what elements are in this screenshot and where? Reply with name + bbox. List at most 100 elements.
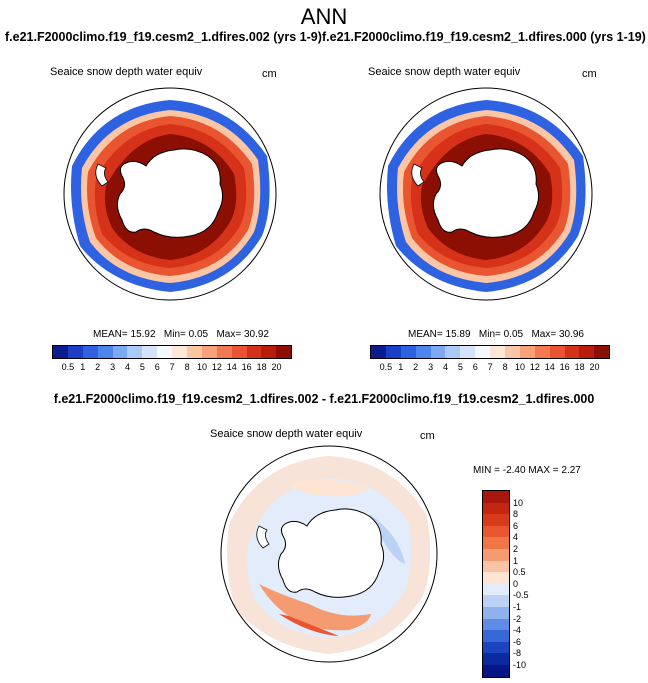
antarctica-landmass [432, 148, 540, 238]
diff-colorbar-tick-label: -8 [513, 648, 522, 659]
panel-2-field-label: Seaice snow depth water equiv [368, 66, 521, 78]
panel-2-colorbar [370, 345, 611, 359]
panel-2-colorbar-swatch [415, 346, 431, 358]
panel-1-mean: 15.92 [130, 329, 156, 340]
panel-2-colorbar-tick-label: 5 [457, 362, 463, 372]
panel-2-colorbar-swatch [430, 346, 446, 358]
diff-colorbar-tick-label: -0.5 [513, 590, 529, 601]
panel-2-colorbar-labels: 0.5 1 2 3 4 5 6 7 8 10 12 14 16 18 20 [370, 362, 610, 374]
diff-colorbar-swatch [483, 641, 509, 654]
diff-colorbar-swatch [483, 630, 509, 642]
panel-2-colorbar-tick-label: 4 [442, 362, 449, 372]
diff-colorbar-tick-label: -1 [513, 602, 522, 612]
diff-colorbar-tick-label: -2 [513, 613, 522, 624]
panel-1-colorbar-swatch [82, 346, 98, 358]
panel-2-polar-map [379, 87, 593, 301]
diff-colorbar-tick-label: -10 [513, 660, 527, 670]
panel-1-colorbar-tick-label: 20 [271, 362, 282, 372]
diff-max: 2.27 [561, 465, 581, 476]
panel-2-colorbar-swatch [371, 346, 386, 358]
panel-1-colorbar-tick-label: 1 [80, 362, 86, 372]
diff-colorbar-swatch [483, 583, 509, 596]
panel-2-colorbar-tick-label: 0.5 [379, 362, 393, 372]
panel-1-colorbar-swatch [112, 346, 128, 358]
panel-1-colorbar-tick-label: 3 [110, 362, 116, 372]
diff-colorbar-swatch [483, 572, 509, 584]
panel-2-max: 30.96 [558, 329, 584, 340]
panel-1-max: 30.92 [243, 329, 269, 340]
diff-colorbar-swatch [483, 664, 509, 677]
panel-2-colorbar-tick-label: 18 [574, 362, 585, 372]
panel-1-colorbar-swatch [157, 346, 173, 358]
diff-colorbar-swatch [483, 618, 509, 631]
panel-1-colorbar-tick-label: 16 [241, 362, 252, 372]
diff-colorbar-swatch [483, 653, 509, 665]
panel-1-colorbar-tick-label: 14 [226, 362, 237, 372]
panel-2-colorbar-swatch [490, 346, 506, 358]
page-title: ANN [300, 4, 348, 29]
panel-1-colorbar-swatch [187, 346, 202, 358]
panel-2-colorbar-swatch [505, 346, 520, 358]
diff-colorbar [482, 490, 510, 678]
panel-2-colorbar-tick-label: 12 [529, 362, 540, 372]
diff-colorbar-tick-label: -4 [513, 625, 522, 636]
panel-1-colorbar-swatch [216, 346, 232, 358]
panel-2-colorbar-swatch [549, 346, 565, 358]
panel-2-colorbar-swatch [564, 346, 580, 358]
panel-2-colorbar-swatch [400, 346, 416, 358]
panel-1-colorbar-tick-label: 6 [154, 362, 160, 372]
panel-2-stats: MEAN= 15.89 Min= 0.05 Max= 30.96 [408, 329, 584, 340]
panel-2-colorbar-swatch [475, 346, 491, 358]
panel-1-stats: MEAN= 15.92 Min= 0.05 Max= 30.92 [93, 329, 269, 340]
panel-1-colorbar-swatch [231, 346, 247, 358]
panel-1-colorbar-tick-label: 0.5 [61, 362, 75, 372]
panel-2-colorbar-tick-label: 14 [544, 362, 555, 372]
diff-colorbar-tick-label: 8 [513, 509, 519, 520]
panel-1-colorbar-tick-label: 4 [124, 362, 131, 372]
diff-colorbar-labels: 10 8 6 4 2 1 0.5 0 -0.5 -1 -2 -4 -6 -8 -10 [513, 490, 553, 678]
diff-polar-map [220, 445, 438, 663]
panel-1-colorbar-tick-label: 5 [139, 362, 145, 372]
panel-1-colorbar-swatch [276, 346, 292, 358]
panel-2-colorbar-tick-label: 6 [472, 362, 478, 372]
panel-1-colorbar [52, 345, 293, 359]
panel-1-colorbar-tick-label: 18 [256, 362, 267, 372]
diff-units: cm [420, 430, 435, 442]
diff-colorbar-tick-label: 10 [513, 497, 524, 508]
diff-colorbar-tick-label: 0.5 [513, 567, 526, 578]
diff-colorbar-tick-label: 6 [513, 520, 519, 531]
panel-1-colorbar-swatch [172, 346, 188, 358]
panel-1-colorbar-swatch [53, 346, 68, 358]
panel-1-colorbar-swatch [261, 346, 277, 358]
diff-colorbar-tick-label: 1 [513, 555, 519, 566]
diff-colorbar-tick-label: 0 [513, 578, 519, 589]
panel-2-colorbar-tick-label: 1 [398, 362, 404, 372]
panel-1-colorbar-labels: 0.5 1 2 3 4 5 6 7 8 10 12 14 16 18 20 [52, 362, 292, 374]
panel-2-colorbar-swatch [445, 346, 461, 358]
antarctica-landmass [277, 508, 385, 598]
panel-2-colorbar-swatch [594, 346, 610, 358]
diff-min: -2.40 [502, 465, 526, 476]
panel-2-colorbar-swatch [385, 346, 401, 358]
diff-colorbar-swatch [483, 514, 509, 526]
panel-2-colorbar-swatch [534, 346, 550, 358]
diff-field-label: Seaice snow depth water equiv [210, 428, 363, 440]
panel-1-colorbar-tick-label: 10 [196, 362, 208, 372]
panel-2-units: cm [582, 68, 597, 80]
panel-1-field-label: Seaice snow depth water equiv [50, 66, 203, 78]
panel-1-colorbar-swatch [127, 346, 143, 358]
panel-1-colorbar-swatch [142, 346, 158, 358]
panel-2-colorbar-tick-label: 20 [589, 362, 600, 372]
antarctica-landmass [116, 148, 224, 238]
diff-colorbar-tick-label: 4 [513, 532, 519, 543]
panel-2-colorbar-tick-label: 3 [428, 362, 434, 372]
panel-2-case-title: f.e21.F2000climo.f19_f19.cesm2_1.dfires.… [322, 30, 646, 44]
diff-colorbar-swatch [483, 560, 509, 573]
diff-colorbar-tick-label: -6 [513, 636, 522, 647]
panel-1-colorbar-tick-label: 12 [211, 362, 222, 372]
panel-1-colorbar-tick-label: 7 [169, 362, 175, 372]
diff-colorbar-swatch [483, 537, 509, 549]
panel-2-colorbar-tick-label: 8 [502, 362, 508, 372]
panel-1-units: cm [262, 68, 277, 80]
panel-2-colorbar-swatch [579, 346, 595, 358]
